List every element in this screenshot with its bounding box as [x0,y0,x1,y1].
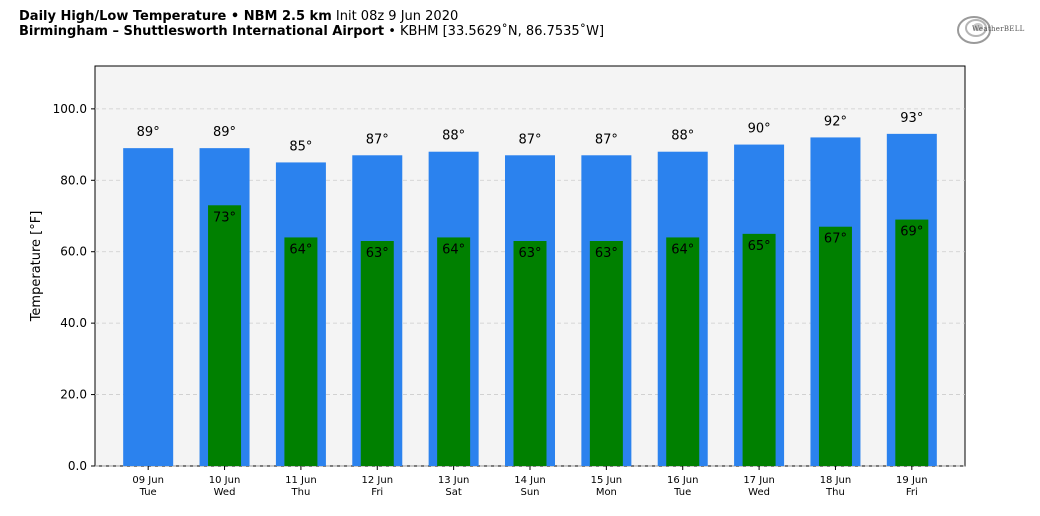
low-temp-bar [360,241,394,466]
high-temp-label: 89° [137,125,160,140]
location-name: Birmingham – Shuttlesworth International… [19,24,385,39]
low-temp-bar [895,219,929,466]
y-tick-label: 100.0 [53,102,87,116]
x-tick-day: Mon [596,487,617,498]
x-tick-day: Tue [673,487,691,498]
chart-header: Daily High/Low Temperature • NBM 2.5 km … [19,9,604,39]
high-temp-label: 90° [748,122,771,137]
init-time: Init 08z 9 Jun 2020 [335,9,459,24]
x-tick-date: 15 Jun [591,475,623,486]
high-temp-label: 93° [900,111,923,126]
low-temp-bar [208,205,242,467]
y-tick-label: 20.0 [60,388,87,402]
high-temp-label: 88° [671,129,694,144]
x-tick-date: 14 Jun [514,475,546,486]
low-temp-label: 67° [824,232,847,247]
logo-text: WeatherBELL [972,25,1025,33]
x-tick-date: 13 Jun [438,475,470,486]
y-axis-label: Temperature [°F] [29,211,44,323]
x-tick-date: 10 Jun [209,475,241,486]
low-temp-label: 63° [366,246,389,261]
low-temp-label: 63° [595,246,618,261]
bars: 89° 89° 73° 85° 64° 87° 63° 88° 64° 87° 63° 87° 63° 8… [123,111,937,467]
low-temp-bar [437,237,471,466]
high-temp-bar [123,148,174,466]
x-tick-day: Fri [371,487,383,498]
x-tick-day: Wed [748,487,770,498]
y-tick-label: 0.0 [68,459,87,473]
x-tick-date: 17 Jun [743,475,775,486]
low-temp-label: 73° [213,210,236,225]
high-temp-label: 85° [289,139,312,154]
low-temp-bar [818,226,852,466]
header-line-2: Birmingham – Shuttlesworth International… [19,24,604,39]
low-temp-label: 64° [289,242,312,257]
x-tick-date: 11 Jun [285,475,317,486]
y-tick-label: 60.0 [60,245,87,259]
x-tick-date: 09 Jun [132,475,164,486]
high-temp-label: 88° [442,129,465,144]
high-temp-label: 89° [213,125,236,140]
y-tick-label: 80.0 [60,173,87,187]
x-tick-date: 19 Jun [896,475,928,486]
x-tick-day: Tue [139,487,157,498]
x-tick-day: Sat [445,487,461,498]
chart-title: Daily High/Low Temperature • NBM 2.5 km [19,9,332,24]
x-tick-date: 18 Jun [820,475,852,486]
low-temp-bar [589,241,623,466]
logo-swirl-icon [957,16,991,44]
low-temp-bar [513,241,547,466]
high-temp-label: 87° [366,132,389,147]
x-tick-day: Thu [825,487,845,498]
y-tick-label: 40.0 [60,316,87,330]
low-temp-label: 63° [518,246,541,261]
x-tick-day: Wed [214,487,236,498]
low-temp-label: 64° [442,242,465,257]
high-temp-label: 92° [824,114,847,129]
high-temp-label: 87° [595,132,618,147]
low-temp-bar [284,237,318,466]
x-tick-date: 16 Jun [667,475,699,486]
low-temp-label: 69° [900,225,923,240]
y-axis: 0.0 20.0 40.0 60.0 80.0 100.0 [53,102,95,473]
low-temp-bar [742,233,776,466]
x-tick-day: Sun [520,487,539,498]
station-info: • KBHM [33.5629˚N, 86.7535˚W] [388,24,605,39]
low-temp-bar [666,237,700,466]
x-tick-day: Thu [291,487,311,498]
weatherbell-logo: WeatherBELL [956,13,1024,47]
low-temp-label: 65° [748,239,771,254]
low-temp-label: 64° [671,242,694,257]
x-tick-day: Fri [906,487,918,498]
x-tick-date: 12 Jun [362,475,394,486]
header-line-1: Daily High/Low Temperature • NBM 2.5 km … [19,9,604,24]
high-temp-label: 87° [518,132,541,147]
